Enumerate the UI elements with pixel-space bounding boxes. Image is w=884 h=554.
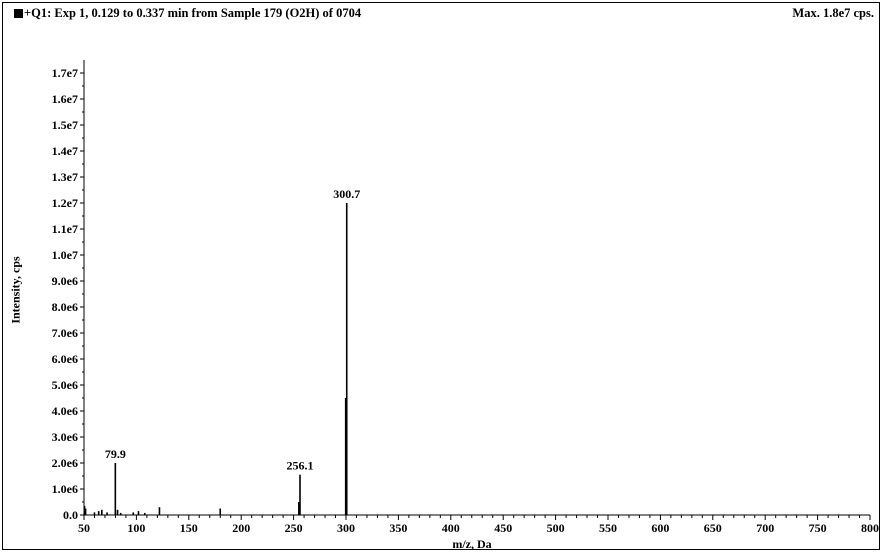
y-tick-label: 3.0e6	[52, 430, 78, 444]
x-tick-label: 550	[599, 521, 617, 535]
x-tick-label: 700	[756, 521, 774, 535]
y-tick-label: 1.7e7	[52, 66, 78, 80]
ticks-group: 0.0 1.0e6 2.0e6 3.0e6 4.0e6 5.0e6 6.0e6 7.0e6 8.…	[52, 66, 879, 535]
axes-group	[83, 60, 870, 516]
x-tick-label: 800	[861, 521, 879, 535]
y-tick-label: 5.0e6	[52, 378, 78, 392]
x-tick-label: 650	[704, 521, 722, 535]
x-axis-label: m/z, Da	[452, 537, 492, 551]
y-tick-label: 1.0e6	[52, 482, 78, 496]
peak-label: 256.1	[286, 459, 313, 473]
annotations-group: 79.9 256.1 300.7	[105, 187, 360, 473]
x-tick-label: 150	[180, 521, 198, 535]
y-tick-label: 7.0e6	[52, 326, 78, 340]
y-tick-label: 2.0e6	[52, 456, 78, 470]
x-tick-label: 250	[285, 521, 303, 535]
y-tick-label: 1.6e7	[52, 92, 78, 106]
chart-title: +Q1: Exp 1, 0.129 to 0.337 min from Samp…	[24, 6, 362, 20]
x-tick-label: 500	[547, 521, 565, 535]
y-tick-label: 1.4e7	[52, 144, 78, 158]
peaks-group	[83, 203, 348, 515]
max-intensity-label: Max. 1.8e7 cps.	[792, 6, 874, 20]
peak-label: 300.7	[333, 187, 360, 201]
y-tick-label: 1.2e7	[52, 196, 78, 210]
y-tick-label: 4.0e6	[52, 404, 78, 418]
trace-marker-icon	[14, 9, 23, 18]
x-tick-label: 750	[809, 521, 827, 535]
y-tick-label: 6.0e6	[52, 352, 78, 366]
x-tick-label: 400	[442, 521, 460, 535]
x-tick-label: 350	[389, 521, 407, 535]
x-tick-label: 300	[337, 521, 355, 535]
y-tick-label: 8.0e6	[52, 300, 78, 314]
x-tick-label: 100	[127, 521, 145, 535]
y-tick-label: 1.0e7	[52, 248, 78, 262]
y-tick-label: 0.0	[63, 508, 78, 522]
x-tick-label: 450	[494, 521, 512, 535]
y-tick-label: 1.1e7	[52, 222, 78, 236]
peak-label: 79.9	[105, 447, 126, 461]
x-tick-label: 50	[78, 521, 90, 535]
x-tick-label: 600	[651, 521, 669, 535]
y-tick-label: 1.5e7	[52, 118, 78, 132]
y-tick-label: 1.3e7	[52, 170, 78, 184]
x-tick-label: 200	[232, 521, 250, 535]
y-tick-label: 9.0e6	[52, 274, 78, 288]
